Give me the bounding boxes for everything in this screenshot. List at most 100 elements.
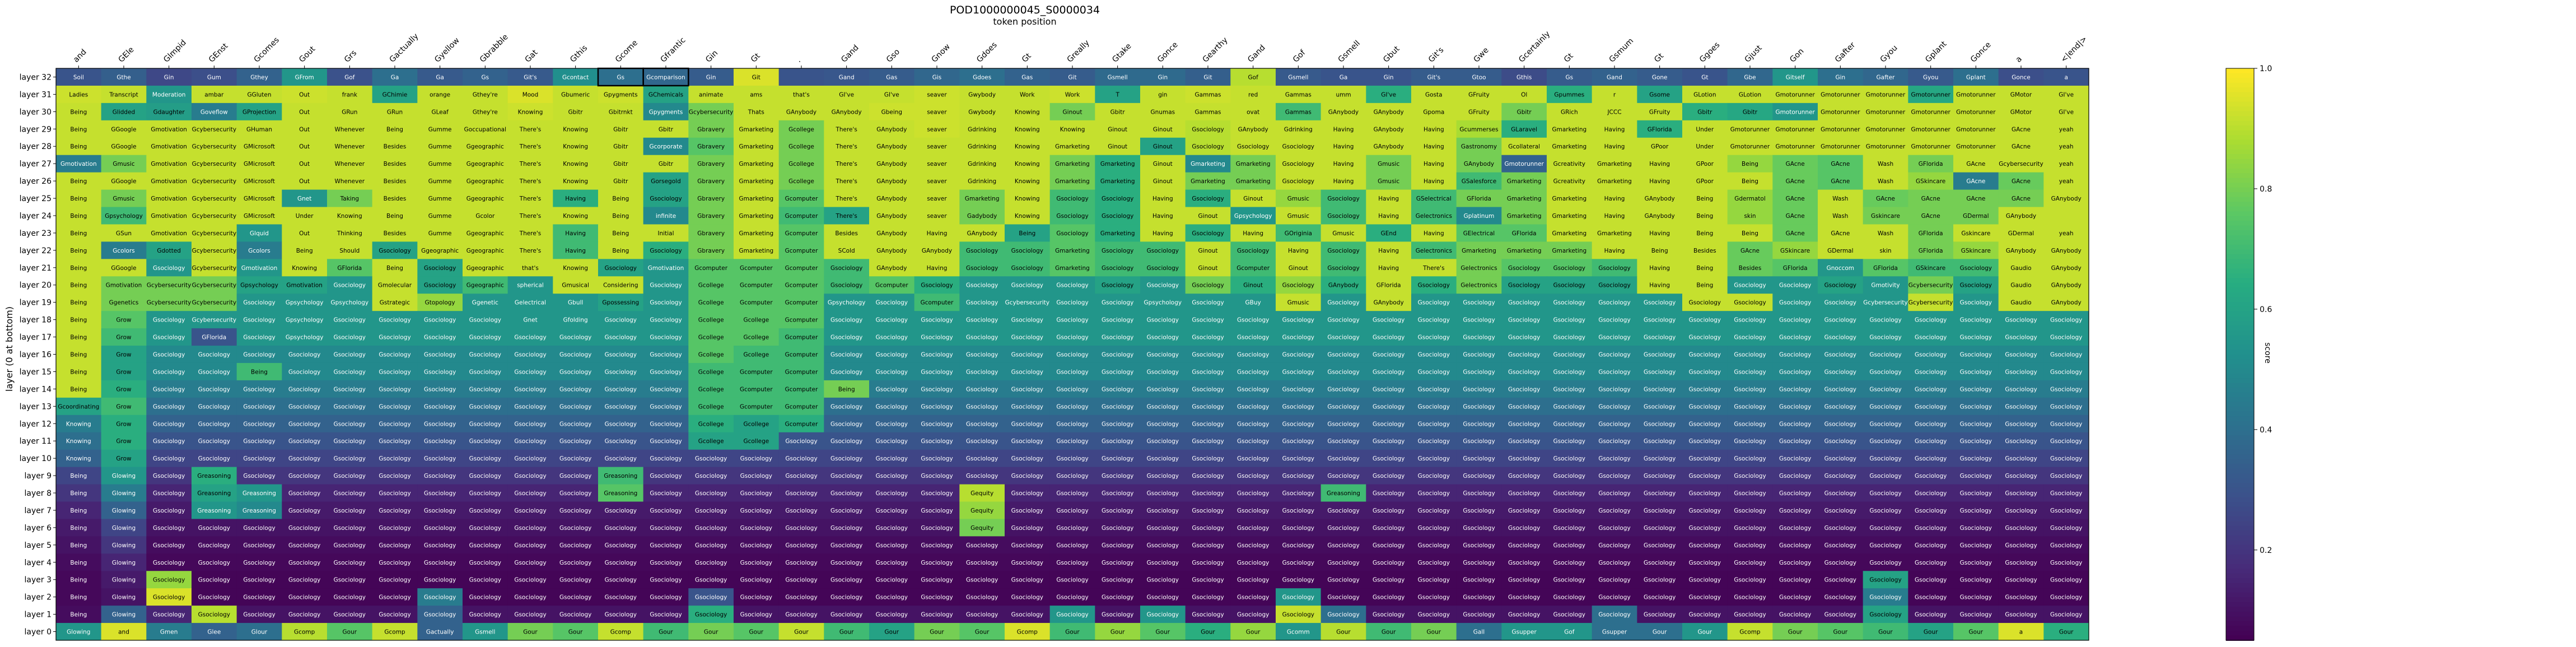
- cell-label: Gsociology: [1327, 196, 1359, 202]
- cell-label: Gcomputer: [694, 265, 727, 272]
- cell-label: Gsociology: [1508, 490, 1540, 497]
- heatmap-cell: [824, 103, 870, 121]
- cell-label: GAnybody: [922, 248, 952, 254]
- cell-label: Gsociology: [1915, 334, 1947, 341]
- heatmap-cell: [1863, 259, 1908, 277]
- cell-label: Gsociology: [921, 334, 953, 341]
- cell-label: Gmarketing: [1055, 143, 1090, 150]
- cell-label: Being: [1742, 178, 1758, 185]
- cell-label: Gmarketing: [1552, 196, 1587, 202]
- cell-label: Gpsychology: [286, 334, 324, 341]
- cell-label: Gsociology: [1056, 473, 1088, 480]
- cell-label: Gsociology: [1960, 403, 1992, 410]
- heatmap-cell: [1998, 103, 2044, 121]
- cell-label: Gmotivation: [106, 282, 142, 289]
- cell-label: Gsociology: [424, 490, 456, 497]
- cell-label: Gsociology: [424, 560, 456, 566]
- cell-label: Being: [70, 612, 87, 618]
- colorbar-segment: [2226, 468, 2254, 474]
- cell-label: Gsociology: [1824, 577, 1856, 584]
- heatmap-cell: [1908, 155, 1954, 173]
- heatmap-cell: [1049, 120, 1095, 138]
- cell-label: Gsociology: [2050, 560, 2082, 566]
- cell-label: Gsociology: [1644, 490, 1676, 497]
- heatmap-cell: [192, 68, 237, 86]
- cell-label: Gsociology: [198, 369, 230, 375]
- heatmap-cell: [236, 68, 282, 86]
- cell-label: Having: [1649, 265, 1670, 272]
- y-tick-label: layer 19: [20, 299, 52, 308]
- cell-label: Gcomputer: [785, 265, 818, 272]
- cell-label: Gsociology: [469, 386, 501, 393]
- heatmap-cell: [959, 120, 1005, 138]
- cell-label: Gmotivation: [60, 161, 97, 167]
- colorbar-segment: [2226, 373, 2254, 379]
- cell-label: Gcomputer: [740, 282, 773, 289]
- colorbar-tick-label: 0.4: [2260, 426, 2272, 435]
- heatmap-cell: [1637, 155, 1683, 173]
- heatmap-cell: [1501, 155, 1547, 173]
- cell-label: Gsociology: [1237, 612, 1269, 618]
- heatmap-cell: [1095, 189, 1141, 208]
- heatmap-cell: [734, 85, 780, 104]
- cell-label: Gcomputer: [1236, 265, 1270, 272]
- heatmap-cell: [1727, 259, 1773, 277]
- heatmap-cell: [463, 259, 508, 277]
- cell-label: There's: [519, 196, 541, 202]
- cell-label: Gsociology: [1553, 317, 1585, 324]
- cell-label: Gcomputer: [785, 334, 818, 341]
- heatmap-cell: [1140, 224, 1186, 242]
- cell-label: Gsociology: [559, 490, 591, 497]
- heatmap-cell: [146, 155, 192, 173]
- cell-label: Gmolecular: [378, 282, 412, 289]
- cell-label: Gsociology: [288, 455, 320, 462]
- cell-label: Gsociology: [424, 508, 456, 514]
- cell-label: Gsociology: [198, 542, 230, 549]
- heatmap-cell: [1547, 120, 1593, 138]
- cell-label: Gmotorunner: [1956, 143, 1996, 150]
- cell-label: Gsociology: [1598, 369, 1630, 375]
- heatmap-cell: [688, 207, 734, 225]
- cell-label: Gsociology: [469, 577, 501, 584]
- cell-label: Gsociology: [288, 612, 320, 618]
- cell-label: Gsociology: [830, 455, 862, 462]
- heatmap-cell: [1998, 172, 2044, 190]
- cell-label: Gmarketing: [1191, 178, 1225, 185]
- cell-label: GSkincare: [1961, 248, 1991, 254]
- cell-label: Whenever: [335, 143, 365, 150]
- cell-label: Having: [1604, 196, 1625, 202]
- cell-label: Gcollege: [743, 352, 769, 359]
- cell-label: Gsociology: [514, 542, 546, 549]
- cell-label: Gsociology: [1779, 525, 1811, 532]
- cell-label: GAnybody: [1464, 161, 1494, 167]
- heatmap-cell: [553, 276, 599, 294]
- cell-label: Ggeographic: [466, 196, 504, 202]
- cell-label: Gsociology: [1779, 508, 1811, 514]
- heatmap-cell: [778, 68, 824, 86]
- heatmap-cell: [372, 207, 418, 225]
- cell-label: Gmarketing: [1100, 178, 1135, 185]
- heatmap-cell: [824, 85, 870, 104]
- cell-label: Gsociology: [1734, 508, 1766, 514]
- cell-label: Gsociology: [1689, 577, 1721, 584]
- cell-label: GFlorida: [1873, 265, 1898, 272]
- cell-label: GFruity: [1468, 91, 1490, 98]
- x-axis-label: token position: [993, 16, 1056, 27]
- cell-label: Gour: [1878, 629, 1893, 636]
- heatmap-cell: [1998, 120, 2044, 138]
- heatmap-cell: [1095, 207, 1141, 225]
- colorbar-segment: [2226, 530, 2254, 536]
- cell-label: Gsociology: [1644, 369, 1676, 375]
- cell-label: Knowing: [1015, 213, 1040, 220]
- cell-label: GAnybody: [1238, 126, 1268, 133]
- cell-label: Gcomputer: [785, 317, 818, 324]
- cell-label: Gumme: [428, 161, 452, 167]
- cell-label: Gbull: [568, 300, 583, 306]
- cell-label: Gcomputer: [785, 300, 818, 306]
- cell-label: Knowing: [1015, 196, 1040, 202]
- heatmap-cell: [959, 276, 1005, 294]
- cell-label: Gsociology: [1011, 594, 1043, 601]
- cell-label: Being: [70, 213, 87, 220]
- cell-label: Gcomputer: [921, 300, 954, 306]
- cell-label: Gone: [1652, 74, 1668, 81]
